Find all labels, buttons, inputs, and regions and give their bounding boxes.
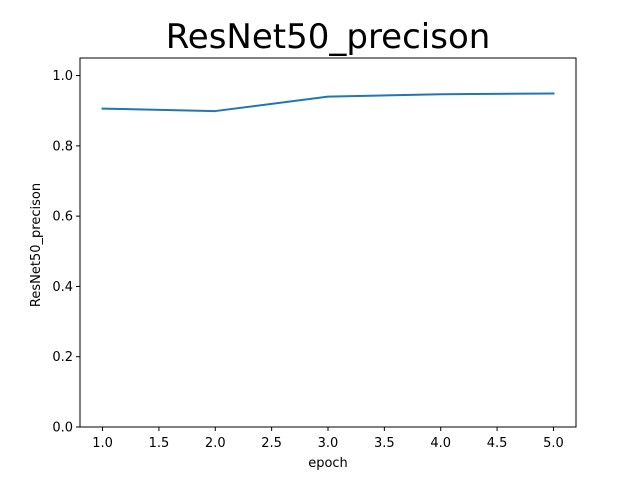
y-tick-label: 0.8 xyxy=(52,139,73,154)
series-layer xyxy=(101,92,555,113)
series-line xyxy=(101,92,555,113)
plot-area xyxy=(80,58,576,427)
x-tick-label: 3.5 xyxy=(374,436,395,451)
x-tick-label: 2.0 xyxy=(205,436,226,451)
x-tick-label: 4.5 xyxy=(487,436,508,451)
x-axis-label: epoch xyxy=(308,456,348,471)
y-tick-label: 0.6 xyxy=(52,210,73,225)
x-tick-label: 1.5 xyxy=(149,436,170,451)
x-axis-ticks: 1.0 1.5 2.0 2.5 3.0 3.5 4.0 4.5 5.0 xyxy=(92,427,564,451)
x-tick-label: 1.0 xyxy=(92,436,113,451)
plot-frame xyxy=(79,57,577,428)
y-axis-label: ResNet50_precison xyxy=(29,183,44,307)
x-tick-label: 3.0 xyxy=(318,436,339,451)
y-tick-label: 0.4 xyxy=(52,280,73,295)
x-tick-label: 4.0 xyxy=(430,436,451,451)
x-tick-label: 2.5 xyxy=(261,436,282,451)
x-tick-label: 5.0 xyxy=(543,436,564,451)
y-tick-label: 0.2 xyxy=(52,350,73,365)
y-tick-label: 1.0 xyxy=(52,69,73,84)
y-axis-ticks: 0.0 0.2 0.4 0.6 0.8 1.0 xyxy=(52,69,80,436)
y-tick-label: 0.0 xyxy=(52,421,73,436)
chart-title: ResNet50_precison xyxy=(166,17,491,57)
